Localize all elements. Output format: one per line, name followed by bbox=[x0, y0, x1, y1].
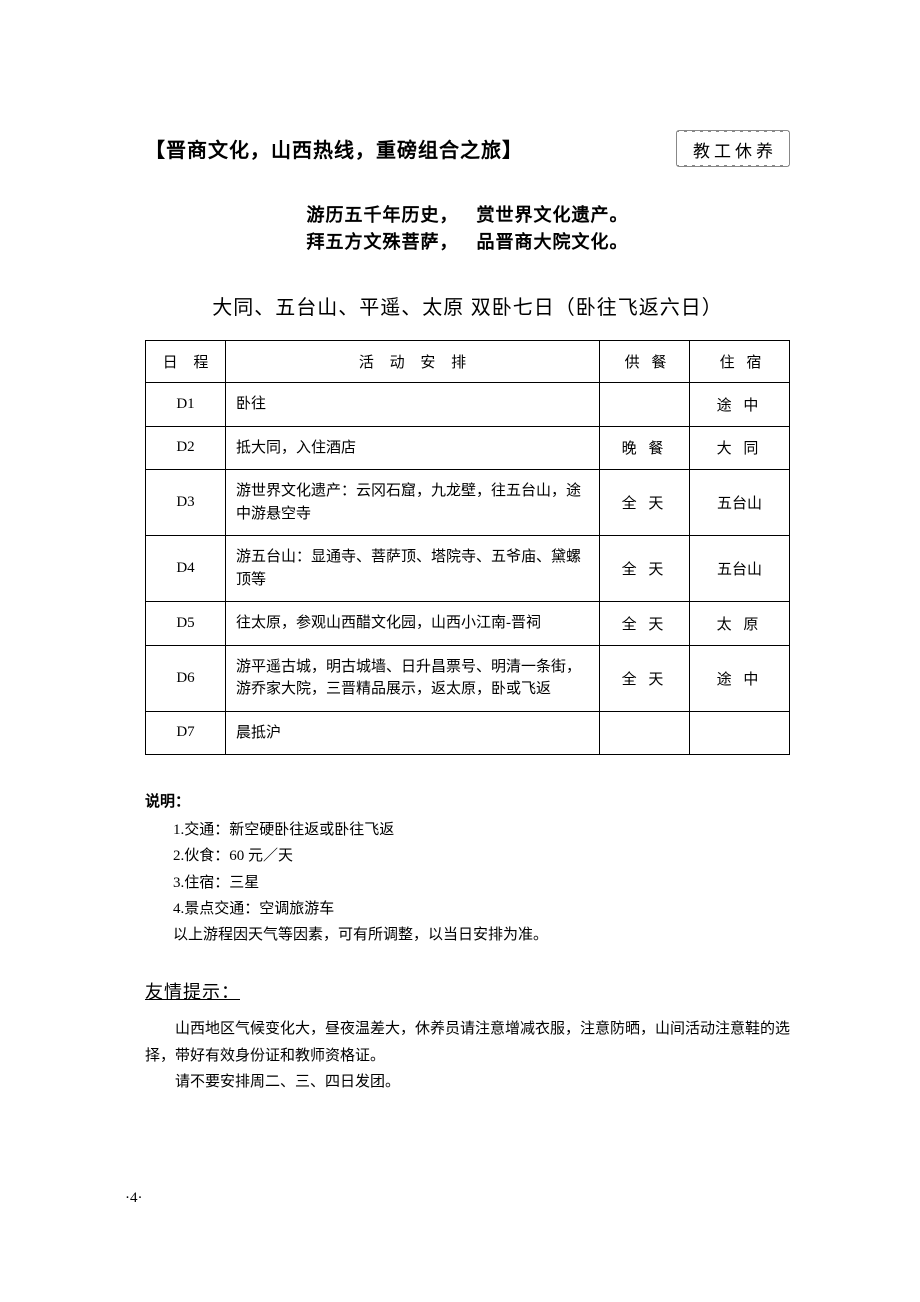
cell-stay: 途 中 bbox=[690, 383, 790, 427]
notes-item: 2.伙食：60 元／天 bbox=[173, 843, 790, 869]
cell-day: D6 bbox=[146, 645, 226, 711]
notes-item: 3.住宿：三星 bbox=[173, 870, 790, 896]
poem-2b: 品晋商大院文化。 bbox=[477, 232, 629, 252]
table-row: D5往太原，参观山西醋文化园，山西小江南-晋祠全 天太 原 bbox=[146, 602, 790, 646]
tips-body: 山西地区气候变化大，昼夜温差大，休养员请注意增减衣服，注意防晒，山间活动注意鞋的… bbox=[145, 1016, 790, 1095]
cell-day: D3 bbox=[146, 470, 226, 536]
col-header-day: 日 程 bbox=[146, 341, 226, 383]
tips-paragraph: 山西地区气候变化大，昼夜温差大，休养员请注意增减衣服，注意防晒，山间活动注意鞋的… bbox=[145, 1016, 790, 1069]
header-row: 【晋商文化，山西热线，重磅组合之旅】 教工休养 bbox=[145, 130, 790, 167]
main-title: 【晋商文化，山西热线，重磅组合之旅】 bbox=[145, 134, 523, 163]
cell-activity: 往太原，参观山西醋文化园，山西小江南-晋祠 bbox=[226, 602, 600, 646]
cell-day: D2 bbox=[146, 426, 226, 470]
cell-activity: 抵大同，入住酒店 bbox=[226, 426, 600, 470]
notes-item: 1.交通：新空硬卧往返或卧往飞返 bbox=[173, 817, 790, 843]
cell-day: D5 bbox=[146, 602, 226, 646]
tips-heading: 友情提示： bbox=[145, 978, 790, 1004]
notes-item: 4.景点交通：空调旅游车 bbox=[173, 896, 790, 922]
notes-item: 以上游程因天气等因素，可有所调整，以当日安排为准。 bbox=[173, 922, 790, 948]
cell-activity: 游平遥古城，明古城墙、日升昌票号、明清一条街，游乔家大院，三晋精品展示，返太原，… bbox=[226, 645, 600, 711]
cell-day: D4 bbox=[146, 536, 226, 602]
table-row: D2抵大同，入住酒店晚 餐大 同 bbox=[146, 426, 790, 470]
col-header-stay: 住 宿 bbox=[690, 341, 790, 383]
cell-stay: 大 同 bbox=[690, 426, 790, 470]
cell-meal: 全 天 bbox=[600, 645, 690, 711]
col-header-activity: 活 动 安 排 bbox=[226, 341, 600, 383]
cell-day: D1 bbox=[146, 383, 226, 427]
tips-paragraph: 请不要安排周二、三、四日发团。 bbox=[145, 1069, 790, 1095]
cell-meal bbox=[600, 383, 690, 427]
cell-meal bbox=[600, 711, 690, 755]
poem-1b: 赏世界文化遗产。 bbox=[477, 205, 629, 225]
poem-2a: 拜五方文殊菩萨， bbox=[307, 232, 459, 252]
table-row: D4游五台山：显通寺、菩萨顶、塔院寺、五爷庙、黛螺顶等全 天五台山 bbox=[146, 536, 790, 602]
col-header-meal: 供 餐 bbox=[600, 341, 690, 383]
cell-activity: 游世界文化遗产：云冈石窟，九龙壁，往五台山，途中游悬空寺 bbox=[226, 470, 600, 536]
badge-text: 教工休养 bbox=[685, 135, 781, 162]
notes-list: 1.交通：新空硬卧往返或卧往飞返2.伙食：60 元／天3.住宿：三星4.景点交通… bbox=[145, 817, 790, 948]
cell-stay: 太 原 bbox=[690, 602, 790, 646]
cell-stay: 五台山 bbox=[690, 470, 790, 536]
cell-activity: 卧往 bbox=[226, 383, 600, 427]
poem-line-1: 游历五千年历史， 赏世界文化遗产。 bbox=[145, 202, 790, 229]
table-row: D7晨抵沪 bbox=[146, 711, 790, 755]
table-row: D6游平遥古城，明古城墙、日升昌票号、明清一条街，游乔家大院，三晋精品展示，返太… bbox=[146, 645, 790, 711]
cell-stay: 途 中 bbox=[690, 645, 790, 711]
table-row: D3游世界文化遗产：云冈石窟，九龙壁，往五台山，途中游悬空寺全 天五台山 bbox=[146, 470, 790, 536]
table-header-row: 日 程 活 动 安 排 供 餐 住 宿 bbox=[146, 341, 790, 383]
poem-line-2: 拜五方文殊菩萨， 品晋商大院文化。 bbox=[145, 229, 790, 256]
badge: 教工休养 bbox=[676, 130, 790, 167]
cell-day: D7 bbox=[146, 711, 226, 755]
cell-meal: 晚 餐 bbox=[600, 426, 690, 470]
itinerary-table: 日 程 活 动 安 排 供 餐 住 宿 D1卧往途 中D2抵大同，入住酒店晚 餐… bbox=[145, 340, 790, 755]
page-number: ·4· bbox=[125, 1190, 143, 1207]
cell-activity: 晨抵沪 bbox=[226, 711, 600, 755]
subtitle: 大同、五台山、平遥、太原 双卧七日（卧往飞返六日） bbox=[145, 291, 790, 320]
cell-stay: 五台山 bbox=[690, 536, 790, 602]
poem-block: 游历五千年历史， 赏世界文化遗产。 拜五方文殊菩萨， 品晋商大院文化。 bbox=[145, 202, 790, 256]
cell-meal: 全 天 bbox=[600, 470, 690, 536]
notes-heading: 说明： bbox=[145, 790, 790, 811]
cell-activity: 游五台山：显通寺、菩萨顶、塔院寺、五爷庙、黛螺顶等 bbox=[226, 536, 600, 602]
cell-stay bbox=[690, 711, 790, 755]
cell-meal: 全 天 bbox=[600, 536, 690, 602]
table-row: D1卧往 途 中 bbox=[146, 383, 790, 427]
poem-1a: 游历五千年历史， bbox=[307, 205, 459, 225]
cell-meal: 全 天 bbox=[600, 602, 690, 646]
